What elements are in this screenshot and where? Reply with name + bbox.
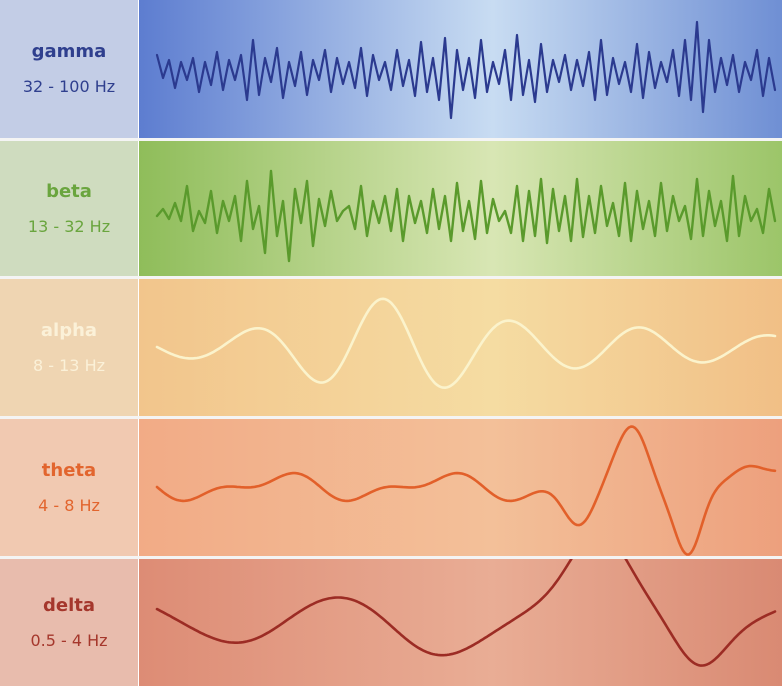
band-wave-panel-theta [139, 419, 782, 556]
band-range-theta: 4 - 8 Hz [38, 495, 100, 515]
band-delta: delta 0.5 - 4 Hz [0, 559, 782, 686]
band-range-beta: 13 - 32 Hz [27, 216, 111, 236]
band-wave-panel-delta [139, 559, 782, 686]
wave-svg-delta [155, 559, 777, 667]
band-wave-panel-beta [139, 141, 782, 276]
band-divider [0, 138, 782, 141]
waveform-gamma [155, 20, 777, 120]
band-label-delta: delta 0.5 - 4 Hz [0, 559, 138, 686]
band-name-delta: delta [42, 594, 95, 616]
band-name-beta: beta [46, 180, 92, 202]
band-divider [0, 556, 782, 559]
wave-svg-gamma [155, 20, 777, 120]
waveform-alpha [155, 297, 777, 389]
band-name-theta: theta [41, 459, 97, 481]
band-beta: beta 13 - 32 Hz [0, 141, 782, 276]
band-range-gamma: 32 - 100 Hz [22, 77, 116, 96]
band-divider [0, 276, 782, 279]
band-divider [0, 416, 782, 419]
wave-svg-theta [155, 425, 777, 556]
band-range-alpha: 8 - 13 Hz [33, 355, 105, 375]
band-gamma: gamma 32 - 100 Hz [0, 0, 782, 138]
band-label-gamma: gamma 32 - 100 Hz [0, 0, 138, 138]
band-label-theta: theta 4 - 8 Hz [0, 419, 138, 556]
wave-svg-beta [155, 169, 777, 263]
band-wave-panel-alpha [139, 279, 782, 416]
band-name-gamma: gamma [31, 41, 107, 62]
band-theta: theta 4 - 8 Hz [0, 419, 782, 556]
band-name-alpha: alpha [40, 319, 98, 341]
band-range-delta: 0.5 - 4 Hz [30, 630, 108, 650]
wave-svg-alpha [155, 297, 777, 389]
waveform-delta [155, 559, 777, 667]
waveform-theta [155, 425, 777, 556]
waveform-beta [155, 169, 777, 263]
band-alpha: alpha 8 - 13 Hz [0, 279, 782, 416]
band-wave-panel-gamma [139, 0, 782, 138]
band-label-beta: beta 13 - 32 Hz [0, 141, 138, 276]
band-label-alpha: alpha 8 - 13 Hz [0, 279, 138, 416]
